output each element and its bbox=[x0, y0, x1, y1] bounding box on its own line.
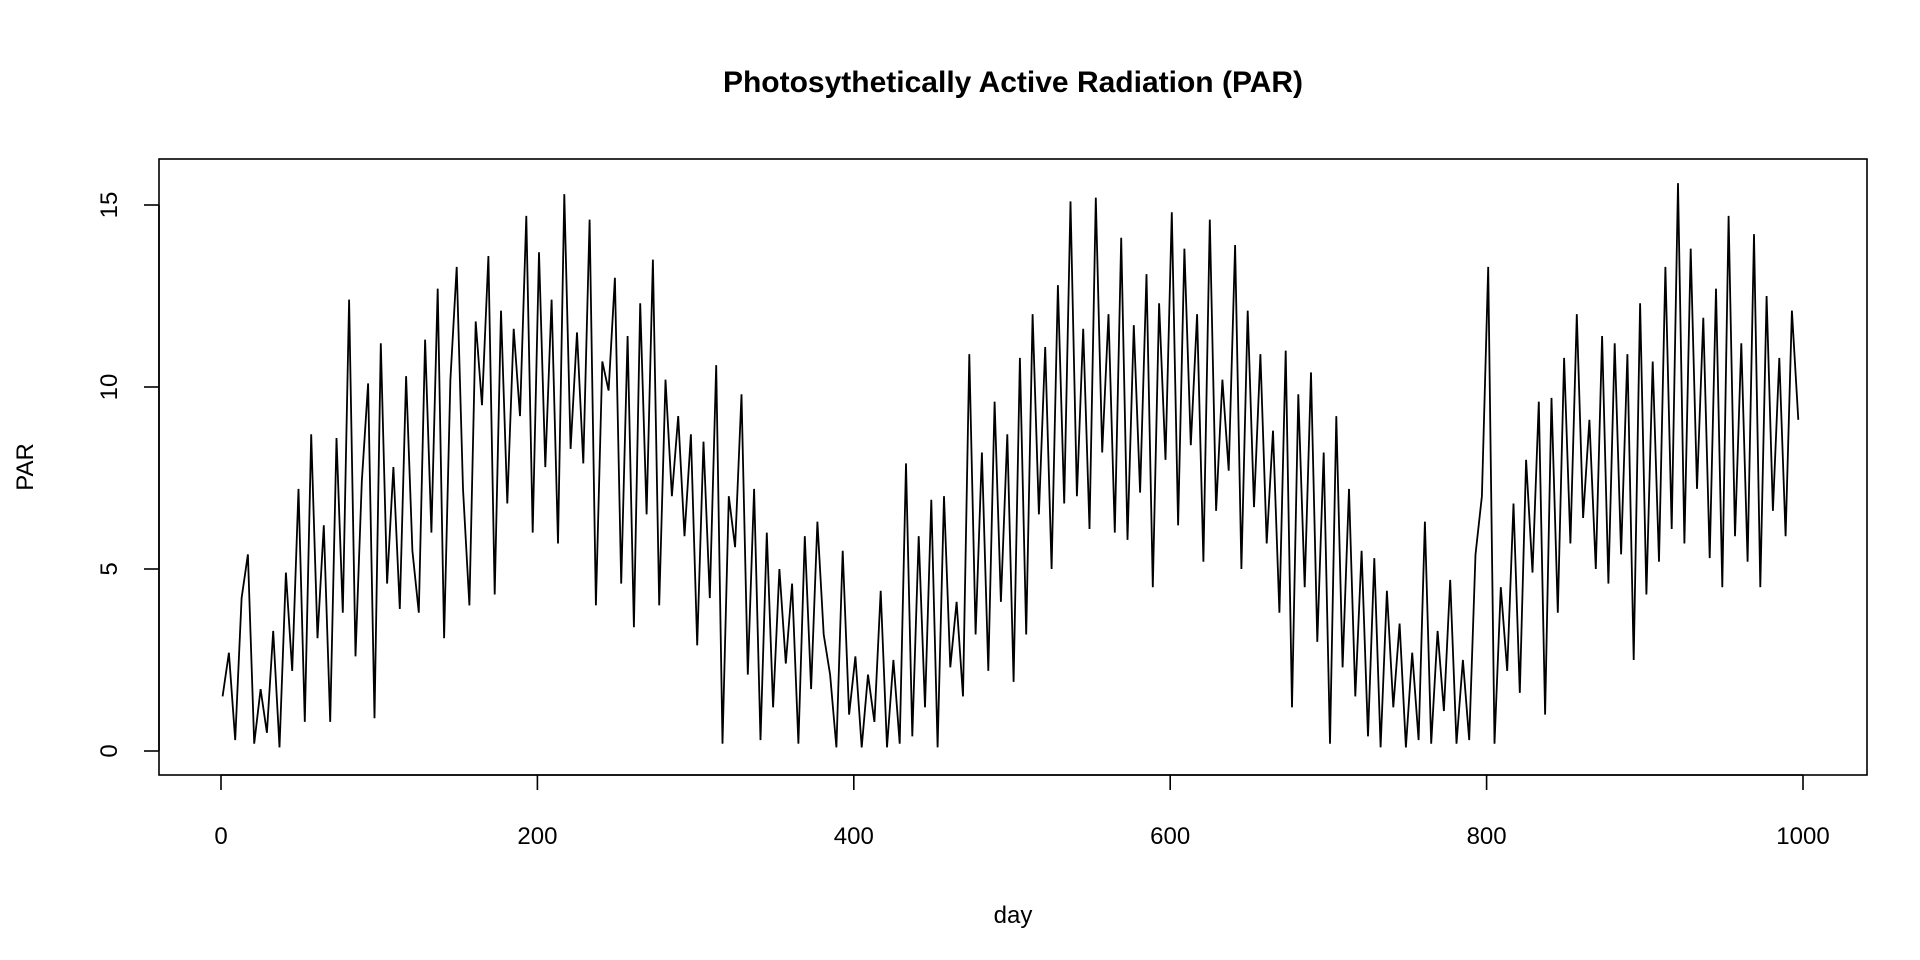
y-axis-label: PAR bbox=[12, 443, 39, 491]
x-tick-label: 1000 bbox=[1776, 823, 1829, 850]
y-tick-label: 0 bbox=[96, 744, 123, 757]
x-tick-label: 0 bbox=[214, 823, 227, 850]
chart-title: Photosythetically Active Radiation (PAR) bbox=[723, 66, 1303, 99]
y-axis: 0 5 10 15 bbox=[96, 192, 160, 758]
y-tick-label: 10 bbox=[96, 374, 123, 401]
x-tick-label: 800 bbox=[1467, 823, 1507, 850]
x-tick-label: 400 bbox=[834, 823, 874, 850]
x-axis-label: day bbox=[994, 902, 1033, 929]
x-axis: 0 200 400 600 800 1000 bbox=[214, 774, 1830, 850]
y-tick-label: 5 bbox=[96, 562, 123, 575]
series-group bbox=[221, 183, 1800, 748]
x-tick-label: 200 bbox=[517, 823, 557, 850]
par-series-line bbox=[221, 183, 1800, 748]
x-tick-label: 600 bbox=[1150, 823, 1190, 850]
y-tick-label: 15 bbox=[96, 192, 123, 219]
